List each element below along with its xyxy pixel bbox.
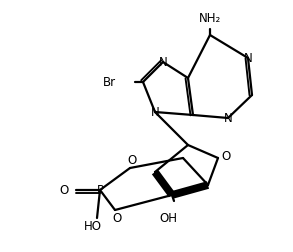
Text: O: O <box>127 153 137 167</box>
Text: N: N <box>224 111 232 124</box>
Text: O: O <box>113 211 122 225</box>
Text: N: N <box>159 55 167 69</box>
Text: P: P <box>96 183 103 197</box>
Text: N: N <box>243 51 252 65</box>
Text: HO: HO <box>84 219 102 233</box>
Text: OH: OH <box>159 211 177 225</box>
Text: N: N <box>151 106 159 118</box>
Text: O: O <box>60 183 69 197</box>
Text: NH₂: NH₂ <box>199 12 221 24</box>
Text: O: O <box>222 149 231 163</box>
Text: Br: Br <box>103 76 116 88</box>
